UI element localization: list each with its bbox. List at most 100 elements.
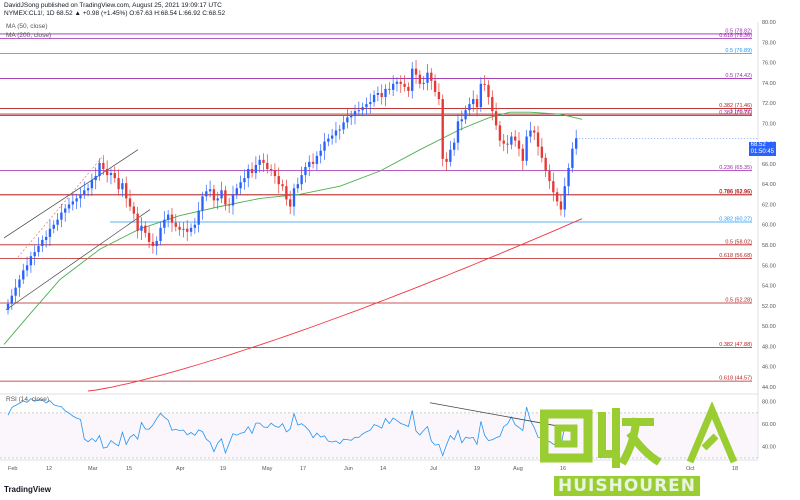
candle-body xyxy=(483,83,486,85)
candle-body xyxy=(250,168,254,174)
candle-body xyxy=(391,83,395,90)
candle-body xyxy=(510,136,513,145)
candle-body xyxy=(403,83,406,87)
candle-body xyxy=(342,122,345,130)
candle-body xyxy=(536,132,540,147)
candle-body xyxy=(395,81,399,84)
candle-body xyxy=(308,161,311,167)
candle-body xyxy=(239,182,242,189)
candle-body xyxy=(113,173,116,179)
last-price-tag: 68.52 01:50:45 xyxy=(748,142,776,156)
x-tick-label: 19 xyxy=(220,466,226,472)
candle-body xyxy=(472,99,475,105)
rsi-tick-label: 80.00 xyxy=(762,400,776,406)
candle-body xyxy=(166,214,170,220)
candle-body xyxy=(365,104,368,108)
candle-body xyxy=(33,252,36,257)
candle-body xyxy=(498,125,502,141)
candle-body xyxy=(14,287,17,296)
candle-body xyxy=(220,190,223,199)
candle-body xyxy=(98,162,101,177)
candle-body xyxy=(548,171,551,182)
candle-body xyxy=(388,88,391,90)
x-tick-label: 14 xyxy=(380,466,386,472)
candle-body xyxy=(437,91,441,100)
candle-body xyxy=(60,212,63,220)
watermark-text: HUISHOUREN xyxy=(554,476,701,496)
bar-countdown: 01:50:45 xyxy=(750,149,774,155)
candle-body xyxy=(491,97,494,112)
candle-body xyxy=(105,168,109,176)
last-price: 68.52 xyxy=(750,142,766,148)
fib-level-label: 0.618 (44.57) xyxy=(719,376,752,382)
tradingview-logo[interactable]: TradingView xyxy=(4,485,51,494)
candle-body xyxy=(346,117,349,123)
y-tick-label: 48.00 xyxy=(762,344,776,350)
candle-body xyxy=(300,175,303,185)
rsi-trendline xyxy=(429,402,561,427)
fib-level-label: 0.618 (56.68) xyxy=(719,253,752,259)
candle-body xyxy=(452,142,456,150)
y-tick-label: 66.00 xyxy=(762,162,776,168)
candle-body xyxy=(178,226,181,230)
candle-body xyxy=(468,104,471,111)
ma50-label[interactable]: MA (50, close) xyxy=(6,23,48,30)
candle-body xyxy=(102,162,105,169)
x-tick-label: Apr xyxy=(176,466,185,472)
symbol-info: NYMEX:CL1!, 1D 68.52 ▲ +0.98 (+1.45%) O:… xyxy=(4,10,226,17)
candle-body xyxy=(460,119,463,122)
y-tick-label: 62.00 xyxy=(762,202,776,208)
y-tick-label: 78.00 xyxy=(762,40,776,46)
rsi-line xyxy=(7,398,577,457)
x-tick-label: Jul xyxy=(430,466,437,472)
candle-body xyxy=(125,183,128,199)
fib-level-label: 1 (70.92) xyxy=(730,109,752,115)
candle-body xyxy=(330,135,334,139)
candle-body xyxy=(205,191,208,197)
candle-body xyxy=(426,72,429,83)
fib-level-label: 0.618 (78.36) xyxy=(719,33,752,39)
candle-body xyxy=(170,214,174,223)
fib-level-label: 0.786 (62.96) xyxy=(719,189,752,195)
candle-body xyxy=(430,72,433,81)
candle-body xyxy=(94,176,97,181)
rsi-label[interactable]: RSI (14, close) xyxy=(6,396,49,403)
candle-body xyxy=(418,74,422,84)
candle-body xyxy=(216,198,219,201)
candle-body xyxy=(563,186,566,210)
candle-body xyxy=(399,81,402,84)
candle-body xyxy=(369,102,372,105)
candle-body xyxy=(90,180,94,189)
ma50-line xyxy=(3,111,583,345)
candle-body xyxy=(445,158,448,162)
x-tick-label: Mar xyxy=(88,466,98,472)
candle-body xyxy=(10,295,13,304)
candle-body xyxy=(311,161,315,164)
candle-body xyxy=(41,239,44,247)
fib-level-label: 0.236 (65.35) xyxy=(719,165,752,171)
candle-body xyxy=(525,136,528,161)
candle-body xyxy=(319,150,322,156)
y-tick-label: 56.00 xyxy=(762,263,776,269)
fib-level-label: 0.5 (74.42) xyxy=(725,73,752,79)
y-tick-label: 60.00 xyxy=(762,223,776,229)
channel-upper-line xyxy=(3,149,139,239)
candle-body xyxy=(475,99,479,108)
fib-level-label: 0.382 (71.46) xyxy=(719,103,752,109)
candle-body xyxy=(544,157,547,172)
x-tick-label: Oct xyxy=(686,466,695,472)
candle-body xyxy=(44,236,48,240)
watermark: HUISHOUREN xyxy=(540,402,795,498)
candle-body xyxy=(52,224,55,229)
candle-body xyxy=(151,241,155,247)
candle-body xyxy=(86,188,90,191)
y-tick-label: 72.00 xyxy=(762,101,776,107)
candle-body xyxy=(464,110,467,120)
candle-body xyxy=(380,92,383,98)
x-tick-label: 16 xyxy=(560,466,566,472)
ma200-label[interactable]: MA (200, close) xyxy=(6,32,52,39)
candle-body xyxy=(224,190,227,205)
candle-body xyxy=(285,186,288,200)
candle-body xyxy=(353,111,357,116)
x-tick-label: 19 xyxy=(474,466,480,472)
